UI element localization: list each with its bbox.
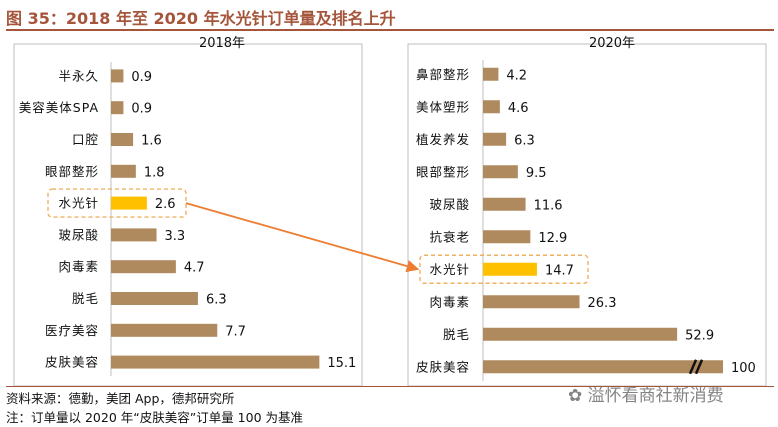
chart2020-value-label-9: 52.9 bbox=[685, 328, 714, 343]
chart2020-bar-1 bbox=[483, 67, 499, 81]
chart2020-highlight-box bbox=[419, 254, 589, 284]
chart2018-bar-3 bbox=[111, 133, 134, 146]
chart2020-category-label-8: 肉毒素 bbox=[429, 294, 470, 309]
chart2018-category-label-7: 肉毒素 bbox=[58, 259, 99, 274]
chart2018-bar-10 bbox=[111, 355, 320, 369]
chart2020-category-label-2: 美体塑形 bbox=[416, 99, 470, 114]
chart2020-value-label-1: 4.2 bbox=[506, 68, 527, 83]
chart2020-category-label-9: 脱毛 bbox=[443, 327, 470, 342]
chart2018-highlight-box bbox=[47, 188, 187, 218]
chart2020-value-label-7: 14.7 bbox=[545, 263, 574, 278]
watermark-text: 溢怀看商社新消费 bbox=[587, 386, 724, 406]
chart2018-bar-4 bbox=[111, 164, 136, 178]
chart2018-category-label-8: 脱毛 bbox=[72, 291, 99, 306]
chart2020-title: 2020年 bbox=[589, 36, 635, 51]
chart2018-bar-5 bbox=[111, 196, 147, 210]
chart2018-bar-9 bbox=[111, 323, 218, 337]
chart2020-value-label-2: 4.6 bbox=[508, 101, 529, 116]
chart2018-value-label-1: 0.9 bbox=[131, 70, 152, 85]
chart2018-category-label-6: 玻尿酸 bbox=[58, 227, 99, 242]
chart2020-axis-break-mark-2 bbox=[694, 359, 704, 375]
chart2018-category-label-9: 医疗美容 bbox=[45, 323, 99, 338]
chart2020-value-label-8: 26.3 bbox=[588, 296, 617, 311]
chart2020-bar-6 bbox=[483, 230, 531, 244]
chart2020-bar-2 bbox=[483, 100, 500, 114]
chart2018-category-label-10: 皮肤美容 bbox=[45, 355, 99, 370]
chart2020-category-label-6: 抗衰老 bbox=[429, 229, 470, 244]
chart2020-bar-8 bbox=[483, 295, 580, 309]
chart2018-value-label-2: 0.9 bbox=[131, 102, 152, 117]
rank-change-arrow bbox=[185, 202, 420, 273]
footnote: 注：订单量以 2020 年“皮肤美容”订单量 100 为基准 bbox=[6, 410, 304, 425]
chart2020-axis-break-mark-1 bbox=[688, 359, 698, 375]
title-rule bbox=[6, 29, 774, 31]
chart2018-bar-8 bbox=[111, 292, 198, 305]
chart2018-title: 2018年 bbox=[199, 36, 245, 51]
chart2020-value-label-3: 6.3 bbox=[514, 133, 535, 148]
chart2018-bar-1 bbox=[111, 69, 124, 83]
chart2018-bar-2 bbox=[111, 101, 124, 115]
chart2020-bar-5 bbox=[483, 197, 526, 211]
chart2020-bar-10 bbox=[483, 360, 723, 374]
chart2020-value-label-5: 11.6 bbox=[534, 198, 563, 213]
chart2018-value-label-10: 15.1 bbox=[327, 356, 356, 371]
chart2020-category-label-4: 眼部整形 bbox=[416, 164, 470, 179]
chart2018-value-label-7: 4.7 bbox=[184, 261, 205, 276]
chart2020-category-label-1: 鼻部整形 bbox=[416, 67, 470, 82]
chart2018-bar-6 bbox=[111, 228, 157, 242]
chart2020-category-label-10: 皮肤美容 bbox=[416, 359, 470, 374]
chart2020-category-label-5: 玻尿酸 bbox=[429, 197, 470, 212]
chart2020-bar-3 bbox=[483, 132, 507, 146]
chart2020-bar-7 bbox=[483, 262, 537, 276]
chart2020-value-label-4: 9.5 bbox=[526, 166, 547, 181]
chart2020-category-label-3: 植发养发 bbox=[416, 132, 470, 147]
chart2018-category-label-3: 口腔 bbox=[72, 132, 99, 147]
chart2020-bar-9 bbox=[483, 327, 678, 341]
chart2018-bar-7 bbox=[111, 260, 176, 274]
chart2018-category-label-2: 美容美体SPA bbox=[19, 100, 99, 115]
chart2018-value-label-9: 7.7 bbox=[225, 324, 246, 339]
source-note: 资料来源：德勤，美团 App，德邦研究所 bbox=[6, 391, 235, 406]
chart2018-value-label-5: 2.6 bbox=[155, 197, 176, 212]
chart2020-value-label-10: 100 bbox=[731, 361, 756, 376]
wechat-icon: ✿ bbox=[568, 386, 583, 406]
chart2018-value-label-8: 6.3 bbox=[206, 293, 227, 308]
watermark: ✿ 溢怀看商社新消费 bbox=[568, 381, 724, 406]
footer-rule bbox=[6, 386, 774, 387]
chart2018-category-label-5: 水光针 bbox=[58, 196, 99, 211]
chart2018-category-label-1: 半永久 bbox=[58, 68, 99, 83]
chart2018-value-label-3: 1.6 bbox=[141, 134, 162, 149]
chart2018-value-label-6: 3.3 bbox=[165, 229, 186, 244]
chart2020-bar-4 bbox=[483, 165, 518, 179]
chart2020-value-label-6: 12.9 bbox=[538, 231, 567, 246]
figure-title: 图 35：2018 年至 2020 年水光针订单量及排名上升 bbox=[6, 9, 396, 28]
chart2018-category-label-4: 眼部整形 bbox=[45, 164, 99, 179]
chart2020-category-label-7: 水光针 bbox=[429, 262, 470, 277]
chart2018-value-label-4: 1.8 bbox=[144, 165, 165, 180]
